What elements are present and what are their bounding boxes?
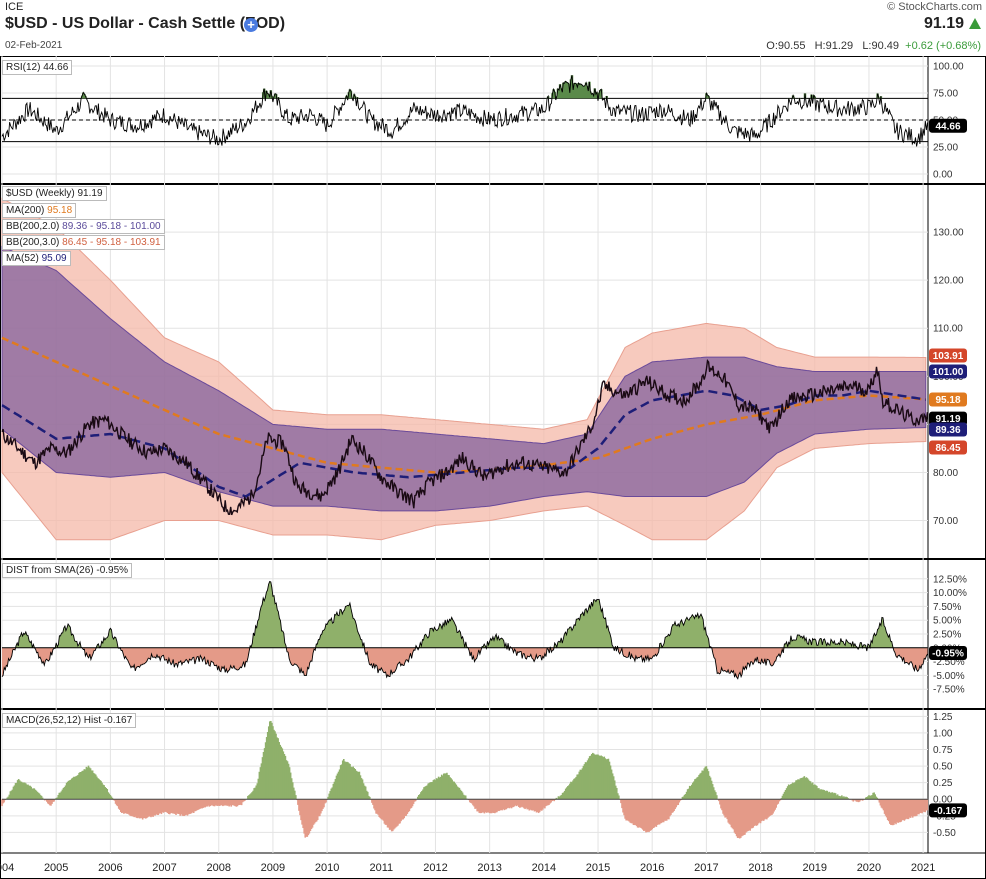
x-tick-label: 2017	[694, 862, 718, 874]
y-tick-label: 12.50%	[933, 574, 967, 585]
price-tag-text: 103.91	[933, 351, 964, 362]
legend-macd: MACD(26,52,12) Hist -0.167	[2, 713, 137, 728]
exchange-label: ICE	[5, 1, 24, 13]
y-tick-label: 7.50%	[933, 602, 961, 613]
x-tick-label: 2013	[477, 862, 501, 874]
price-tag-text: 86.45	[935, 443, 960, 454]
chart-date: 02-Feb-2021	[5, 40, 63, 51]
y-tick-label: 110.00	[933, 324, 963, 335]
last-price: 91.19	[923, 15, 964, 32]
price-tag-box	[929, 422, 967, 437]
x-tick-label: 2004	[0, 862, 14, 874]
y-tick-label: 0.00	[933, 795, 953, 806]
y-tick-label: 130.00	[933, 228, 964, 239]
legend-bb3: BB(200,3.0) 86.45 - 95.18 - 103.91	[2, 235, 165, 250]
x-tick-label: 2016	[640, 862, 664, 874]
y-tick-label: 0.00	[933, 170, 953, 181]
y-tick-label: 70.00	[933, 516, 958, 527]
x-tick-label: 2010	[315, 862, 339, 874]
x-tick-label: 2019	[803, 862, 827, 874]
y-tick-label: 1.25	[933, 712, 953, 723]
rsi-value-tag: 44.66	[929, 118, 967, 133]
x-tick-label: 2012	[423, 862, 447, 874]
x-tick-label: 2005	[44, 862, 68, 874]
dist-positive-area	[2, 581, 928, 648]
price-tag-95-18: 95.18	[929, 392, 967, 407]
price-tag-103-91: 103.91	[929, 348, 967, 363]
price-tag-box	[929, 411, 967, 426]
legend-rsi: RSI(12) 44.66	[2, 60, 73, 75]
price-tag-text: 95.18	[935, 395, 960, 406]
price-tag-86-45: 86.45	[929, 440, 967, 455]
price-tag-box	[929, 440, 967, 455]
y-tick-label: -2.50%	[933, 657, 965, 668]
ohlc-readout: O:90.55 H:91.29 L:90.49 +0.62 (+0.68%)	[766, 40, 981, 52]
dist-line	[1, 580, 928, 680]
y-tick-label: 120.00	[933, 276, 964, 287]
price-tag-box	[929, 348, 967, 363]
x-tick-label: 2021	[911, 862, 935, 874]
y-tick-label: 1.00	[933, 728, 953, 739]
price-line	[1, 359, 929, 516]
x-tick-label: 2015	[586, 862, 610, 874]
copyright-label[interactable]: © StockCharts.com	[887, 1, 982, 13]
price-tag-101-00: 101.00	[929, 364, 967, 379]
y-tick-label: 80.00	[933, 468, 958, 479]
price-tag-text: 101.00	[933, 367, 964, 378]
ma52-line	[1, 389, 926, 498]
price-tag-box	[929, 392, 967, 407]
y-tick-label: -0.50	[933, 828, 956, 839]
y-tick-label: 0.50	[933, 762, 953, 773]
x-tick-label: 2007	[152, 862, 176, 874]
legend-ma200: MA(200) 95.18	[2, 203, 77, 218]
add-plus-icon[interactable]: +	[244, 18, 258, 32]
price-tag-text: 91.19	[935, 414, 960, 425]
legend-dist: DIST from SMA(26) -0.95%	[2, 563, 133, 578]
price-tag-text: -0.95%	[932, 649, 964, 660]
price-tag-box	[929, 803, 967, 818]
x-tick-label: 2006	[98, 862, 122, 874]
y-tick-label: -7.50%	[933, 685, 965, 696]
chart-canvas: 2004 2005 2006 2007 2008 2009 2010 2011 2012 2013…	[0, 56, 986, 879]
y-tick-label: 0.25	[933, 778, 953, 789]
price-tag-text: 89.36	[935, 425, 960, 436]
x-tick-label: 2020	[857, 862, 881, 874]
dist-value-tag: -0.95%	[929, 646, 967, 661]
y-tick-label: 25.00	[933, 143, 958, 154]
y-tick-label: 0.75	[933, 745, 953, 756]
y-tick-label: -5.00%	[933, 671, 965, 682]
price-tag-text: 44.66	[935, 121, 960, 132]
y-tick-label: 5.00%	[933, 616, 961, 627]
price-tag-text: -0.167	[934, 806, 963, 817]
legend-price: $USD (Weekly) 91.19	[2, 186, 107, 201]
price-tag-91-19: 91.19	[929, 411, 967, 426]
legend-bb2: BB(200,2.0) 89.36 - 95.18 - 101.00	[2, 219, 165, 234]
rsi-line	[1, 75, 928, 147]
y-tick-label: 75.00	[933, 89, 958, 100]
y-tick-label: 100.00	[933, 62, 964, 73]
macd-value-tag: -0.167	[929, 803, 967, 818]
chart-title: $USD - US Dollar - Cash Settle (EOD)	[5, 15, 286, 32]
price-tag-box	[929, 118, 967, 133]
x-tick-label: 2018	[748, 862, 772, 874]
x-tick-label: 2008	[206, 862, 230, 874]
chart-header: ICE © StockCharts.com $USD - US Dollar -…	[0, 0, 986, 56]
x-tick-label: 2011	[369, 862, 393, 874]
macd-histogram	[1, 720, 929, 839]
dist-negative-area	[2, 647, 928, 679]
y-tick-label: 2.50%	[933, 630, 961, 641]
price-tag-box	[929, 364, 967, 379]
price-tag-box	[929, 646, 967, 661]
price-tag-89-36: 89.36	[929, 422, 967, 437]
x-tick-label: 2009	[261, 862, 285, 874]
bb2-band	[1, 245, 927, 512]
x-tick-label: 2014	[532, 862, 556, 874]
up-triangle-icon	[969, 18, 981, 29]
legend-ma52: MA(52) 95.09	[2, 251, 71, 266]
y-tick-label: 10.00%	[933, 588, 967, 599]
